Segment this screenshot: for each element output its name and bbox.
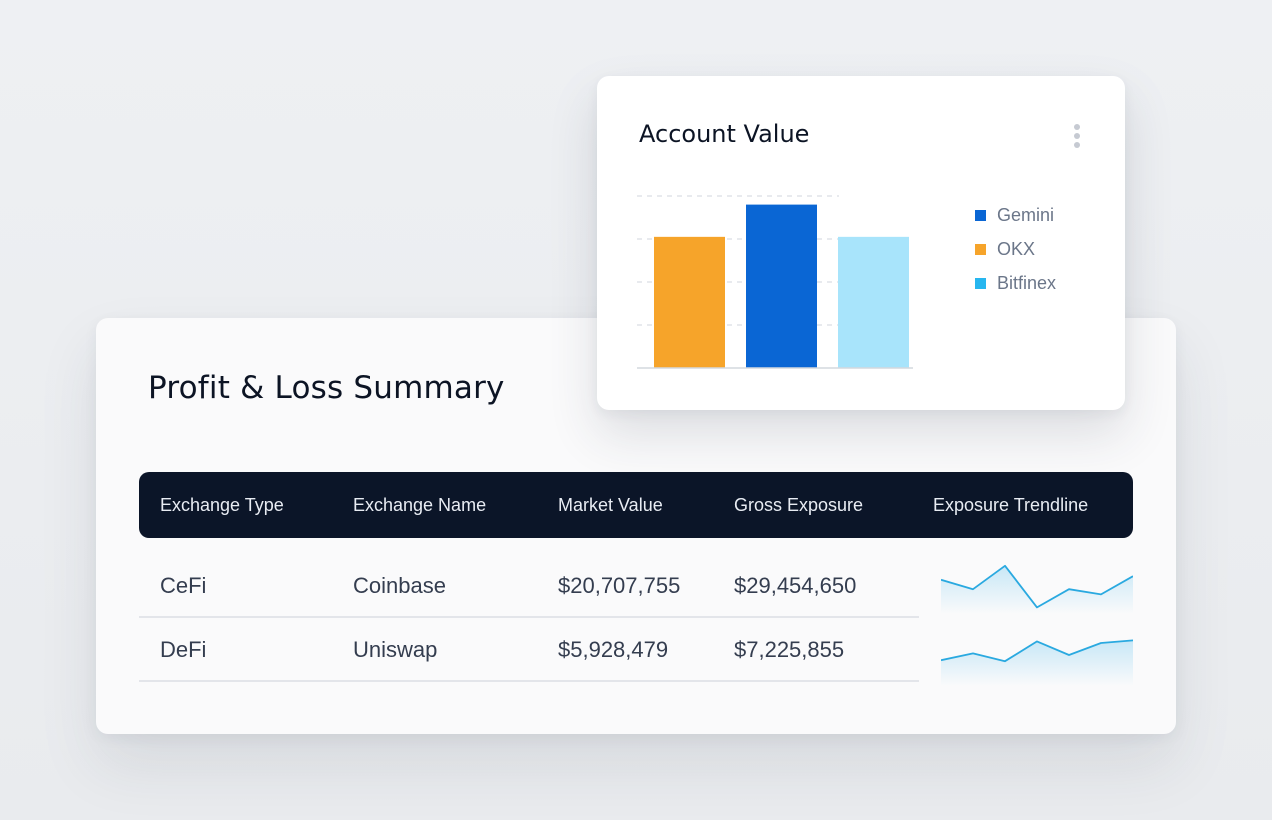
trendline xyxy=(941,639,1133,663)
legend-swatch xyxy=(975,209,986,221)
cell-market-value: $5,928,479 xyxy=(558,637,669,662)
column-header-exchange-name[interactable]: Exchange Name xyxy=(353,495,487,515)
column-header-market-value[interactable]: Market Value xyxy=(558,495,663,515)
column-header-gross-exposure[interactable]: Gross Exposure xyxy=(734,495,864,515)
legend-label: Bitfinex xyxy=(997,272,1057,293)
legend-label: Gemini xyxy=(997,204,1055,225)
bar-okx[interactable] xyxy=(654,236,725,368)
column-header-exchange-type[interactable]: Exchange Type xyxy=(160,495,284,515)
legend-swatch xyxy=(975,277,986,289)
profit-loss-title: Profit & Loss Summary xyxy=(148,370,505,406)
cell-exchange-name: Coinbase xyxy=(353,573,446,598)
legend-label: OKX xyxy=(997,238,1036,259)
account-value-card: Account Value Gemini OKX Bitfinex xyxy=(597,76,1125,410)
legend-swatch xyxy=(975,243,986,255)
bar-gemini[interactable] xyxy=(746,204,817,368)
legend-item-bitfinex[interactable]: Bitfinex xyxy=(975,266,1056,300)
cell-exchange-type: CeFi xyxy=(160,573,207,598)
legend-item-okx[interactable]: OKX xyxy=(975,232,1056,266)
cell-exchange-type: DeFi xyxy=(160,637,207,662)
exposure-trendline-chart xyxy=(941,564,1133,614)
table-row[interactable]: DeFi Uniswap $5,928,479 $7,225,855 xyxy=(139,618,919,682)
account-value-bar-chart xyxy=(637,195,913,369)
exposure-trendline-chart xyxy=(941,639,1133,686)
kebab-menu-icon[interactable] xyxy=(1071,124,1083,152)
trendline-area xyxy=(941,640,1133,686)
chart-legend: Gemini OKX Bitfinex xyxy=(975,198,1056,300)
trendline xyxy=(941,564,1133,609)
cell-gross-exposure: $7,225,855 xyxy=(734,637,845,662)
cell-exchange-name: Uniswap xyxy=(353,637,438,662)
cell-gross-exposure: $29,454,650 xyxy=(734,573,857,598)
table-row[interactable]: CeFi Coinbase $20,707,755 $29,454,650 xyxy=(139,554,919,618)
column-header-exposure-trendline[interactable]: Exposure Trendline xyxy=(933,495,1089,515)
cell-market-value: $20,707,755 xyxy=(558,573,681,598)
table-header: Exchange Type Exchange Name Market Value… xyxy=(139,472,1133,538)
account-value-title: Account Value xyxy=(639,120,810,148)
legend-item-gemini[interactable]: Gemini xyxy=(975,198,1056,232)
bar-bitfinex[interactable] xyxy=(838,236,909,368)
